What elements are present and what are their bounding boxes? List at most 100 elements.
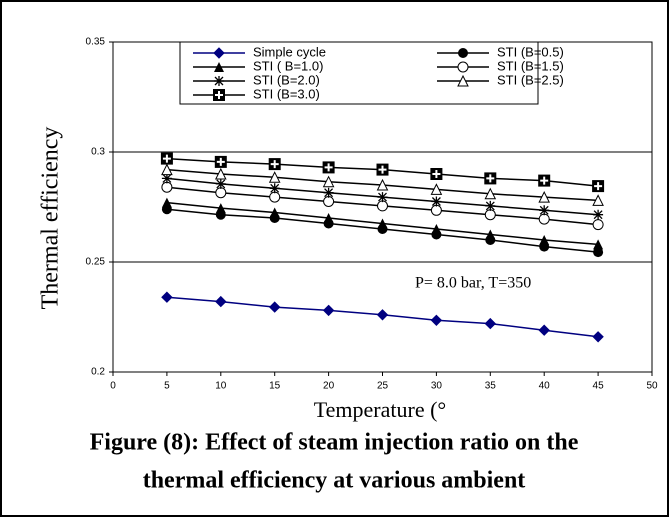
y-tick-label: 0.2	[91, 367, 105, 378]
marker-plus	[324, 163, 333, 172]
marker	[268, 171, 281, 183]
marker	[215, 178, 226, 189]
marker	[214, 62, 224, 72]
marker	[268, 158, 281, 171]
marker	[322, 304, 335, 317]
marker	[538, 213, 550, 225]
marker	[593, 239, 604, 250]
x-tick-label: 40	[539, 381, 551, 392]
marker	[376, 163, 389, 176]
x-tick-label: 10	[215, 381, 227, 392]
marker-plus	[540, 176, 549, 185]
legend-label: STI (B=2.5)	[497, 72, 564, 87]
marker-plus	[216, 157, 225, 166]
marker	[214, 155, 227, 168]
marker-plus	[378, 165, 387, 174]
legend-label: STI (B=3.0)	[253, 86, 320, 101]
x-tick-label: 15	[269, 381, 281, 392]
marker	[593, 247, 604, 258]
x-tick-label: 35	[485, 381, 497, 392]
marker	[161, 291, 173, 303]
x-tick-label: 30	[431, 381, 443, 392]
marker	[484, 187, 497, 200]
marker	[161, 181, 173, 193]
x-tick-label: 20	[323, 381, 335, 392]
marker	[592, 194, 604, 206]
marker	[538, 190, 551, 203]
marker	[215, 203, 226, 214]
marker	[457, 61, 469, 73]
marker	[431, 196, 442, 207]
marker	[323, 187, 334, 198]
marker	[484, 209, 496, 221]
marker	[592, 180, 605, 193]
marker	[213, 47, 225, 59]
marker-plus	[486, 174, 495, 183]
y-axis-label: Thermal efficiency	[38, 127, 64, 310]
marker	[539, 205, 550, 216]
marker	[376, 178, 389, 191]
marker	[215, 187, 227, 199]
x-tick-label: 25	[377, 381, 389, 392]
marker	[161, 173, 172, 184]
marker	[377, 192, 388, 203]
marker	[431, 224, 442, 234]
marker	[269, 207, 280, 218]
marker	[215, 295, 227, 308]
legend-label: STI ( B=1.0)	[253, 58, 323, 73]
marker	[269, 191, 281, 203]
marker	[160, 152, 173, 165]
marker	[539, 235, 550, 245]
marker	[458, 48, 468, 58]
legend-label: STI (B=0.5)	[497, 44, 564, 59]
marker	[538, 324, 550, 336]
marker	[269, 183, 280, 194]
marker	[592, 331, 604, 343]
marker-plus	[215, 91, 223, 99]
marker	[593, 209, 604, 220]
marker	[538, 174, 551, 187]
marker	[323, 196, 335, 207]
marker	[268, 301, 281, 313]
marker	[161, 197, 172, 208]
x-tick-label: 0	[110, 381, 116, 392]
marker	[322, 175, 335, 188]
y-tick-label: 0.35	[86, 37, 106, 48]
caption: Figure (8): Effect of steam injection ra…	[90, 430, 579, 456]
marker	[592, 219, 604, 231]
marker-plus	[162, 154, 171, 163]
y-tick-label: 0.25	[86, 257, 106, 268]
marker	[484, 317, 497, 330]
marker	[322, 161, 335, 174]
legend-label: Simple cycle	[253, 44, 326, 59]
marker	[376, 309, 389, 321]
marker	[430, 183, 443, 195]
x-axis-label: Temperature (°	[314, 397, 446, 422]
y-tick-label: 0.3	[91, 147, 105, 158]
marker	[485, 200, 496, 211]
x-tick-label: 50	[646, 381, 658, 392]
marker	[430, 168, 443, 180]
marker	[214, 76, 224, 86]
x-tick-label: 45	[593, 381, 605, 392]
marker	[377, 200, 388, 212]
annotation: P= 8.0 bar, T=350	[415, 275, 531, 292]
legend-label: STI (B=1.5)	[497, 58, 564, 73]
marker	[323, 213, 334, 223]
marker	[485, 229, 496, 240]
marker-plus	[432, 170, 441, 178]
marker	[430, 204, 442, 216]
marker	[213, 89, 225, 101]
marker	[430, 314, 443, 327]
marker-plus	[594, 182, 603, 191]
marker	[484, 172, 497, 185]
marker	[161, 163, 173, 176]
marker	[214, 167, 227, 180]
legend-label: STI (B=2.0)	[253, 72, 320, 87]
x-tick-label: 5	[164, 381, 170, 392]
marker-plus	[270, 160, 279, 169]
caption: thermal efficiency at various ambient	[143, 468, 526, 494]
marker	[377, 218, 388, 229]
marker	[457, 74, 469, 87]
